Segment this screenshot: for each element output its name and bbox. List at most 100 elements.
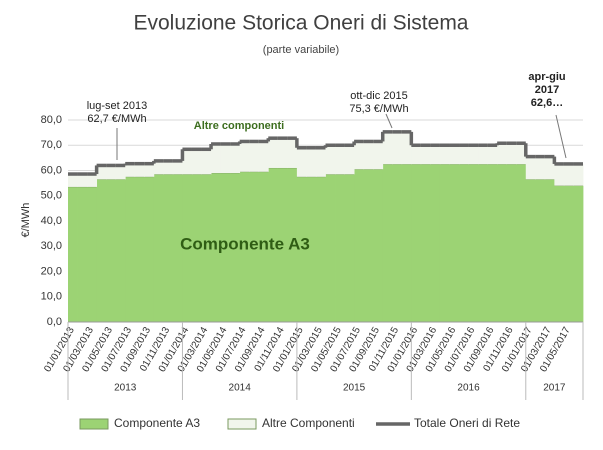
area-segment [77,174,88,187]
area-segment [201,149,212,175]
area-segment [134,163,145,177]
area-segment [249,141,260,172]
area-segment [411,145,422,165]
x-group-label: 2014 [229,383,252,394]
area-segment [487,164,498,322]
chart-title: Evoluzione Storica Oneri di Sistema [134,12,469,35]
x-group-label: 2017 [543,383,566,394]
legend-label: Altre Componenti [262,416,355,430]
area-segment [258,171,269,322]
area-segment [382,131,393,165]
area-segment [96,165,107,180]
annotation: 2017 [535,84,559,96]
area-segment [106,165,117,180]
area-segment [182,174,193,322]
y-tick-label: 40,0 [41,215,62,227]
area-segment [296,147,307,177]
y-tick-label: 20,0 [41,265,62,277]
x-group-label: 2013 [114,383,137,394]
area-segment [544,156,555,180]
area-segment [239,171,250,322]
area-segment [449,164,460,322]
area-segment [315,176,326,322]
area-segment [554,163,565,186]
area-segment [77,186,88,322]
area-segment [115,179,126,322]
area-segment [354,169,365,322]
area-segment [268,167,279,322]
chart-subtitle: (parte variabile) [263,44,339,56]
area-segment [325,145,336,175]
area-segment [172,160,183,175]
area-segment [468,145,479,165]
area-segment [392,131,403,165]
area-segment [439,164,450,322]
area-segment [287,138,298,168]
area-segment [344,174,355,322]
legend-swatch [227,418,257,430]
area-segment [68,186,78,322]
x-group-label: 2015 [343,383,366,394]
y-tick-label: 10,0 [41,291,62,303]
area-segment [468,164,479,322]
area-segment [544,179,555,322]
area-segment [449,145,460,165]
area-segment [163,160,174,175]
area-segment [249,171,260,322]
area-segment [344,145,355,175]
area-segment [420,145,431,165]
area-segment [535,156,546,180]
area-segment [182,149,193,175]
area-segment [554,185,565,322]
y-axis-label: €/MWh [20,203,32,238]
annotation: apr-giu [528,71,565,83]
annotation: Altre componenti [194,120,284,132]
area-segment [525,179,536,322]
area-segment [277,138,288,168]
area-segment [287,167,298,322]
area-segment [525,156,536,180]
area-segment [96,179,107,322]
area-segment [373,169,384,322]
area-segment [220,173,231,322]
area-segment [506,143,517,165]
area-segment [125,163,136,177]
annotation: 75,3 €/MWh [349,103,408,115]
area-segment [516,143,527,165]
area-segment [87,174,98,187]
y-tick-label: 70,0 [41,139,62,151]
area-segment [478,145,489,165]
area-segment [87,186,98,322]
x-group-label: 2016 [457,383,480,394]
area-segment [163,174,174,322]
area-segment [506,164,517,322]
area-segment [211,173,221,322]
area-segment [306,147,317,177]
area-segment [68,174,78,187]
area-segment [497,143,508,165]
area-segment [325,174,336,322]
area-segment [335,174,345,322]
area-segment [563,185,574,322]
area-segment [535,179,546,322]
area-segment [201,174,212,322]
area-segment [115,165,126,180]
area-segment [363,141,374,170]
y-tick-label: 60,0 [41,164,62,176]
area-segment [497,164,508,322]
area-segment [172,174,183,322]
area-segment [459,145,469,165]
area-segment [363,169,374,322]
area-segment [153,160,164,175]
area-segment [277,167,288,322]
area-segment [144,176,155,322]
annotation: lug-set 2013 [87,100,148,112]
y-tick-label: 50,0 [41,190,62,202]
area-segment [239,141,250,172]
area-segment [392,164,403,322]
area-segment [354,141,365,170]
area-segment [430,164,441,322]
area-segment [144,163,155,177]
y-tick-label: 80,0 [41,114,62,126]
